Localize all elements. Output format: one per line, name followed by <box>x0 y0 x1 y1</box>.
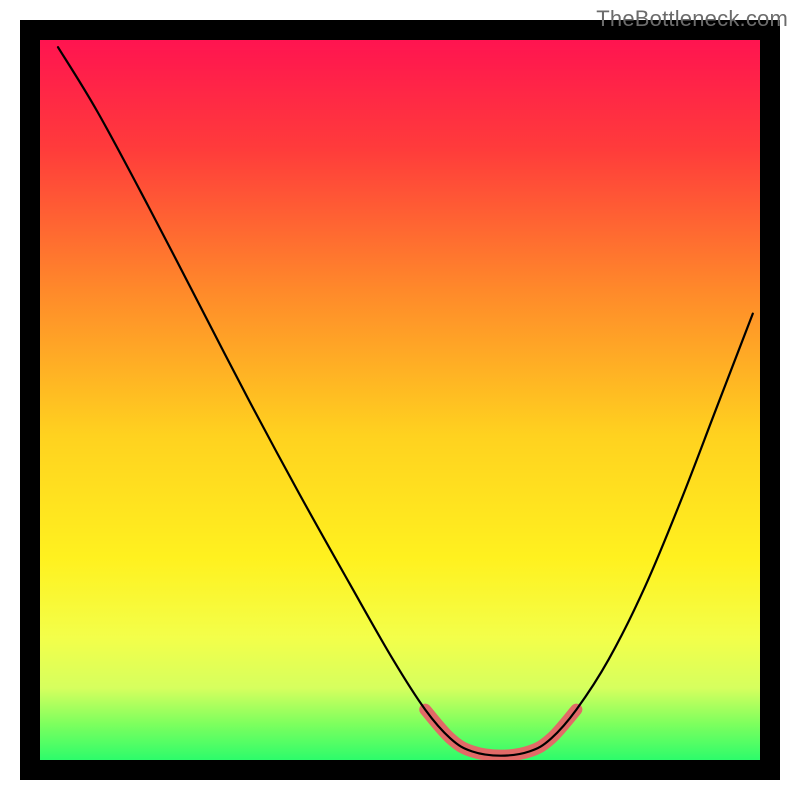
plot-frame <box>20 20 780 780</box>
watermark-text: TheBottleneck.com <box>596 6 788 32</box>
gradient-background <box>40 40 760 760</box>
plot-svg <box>20 20 780 780</box>
figure-root: TheBottleneck.com <box>0 0 800 800</box>
